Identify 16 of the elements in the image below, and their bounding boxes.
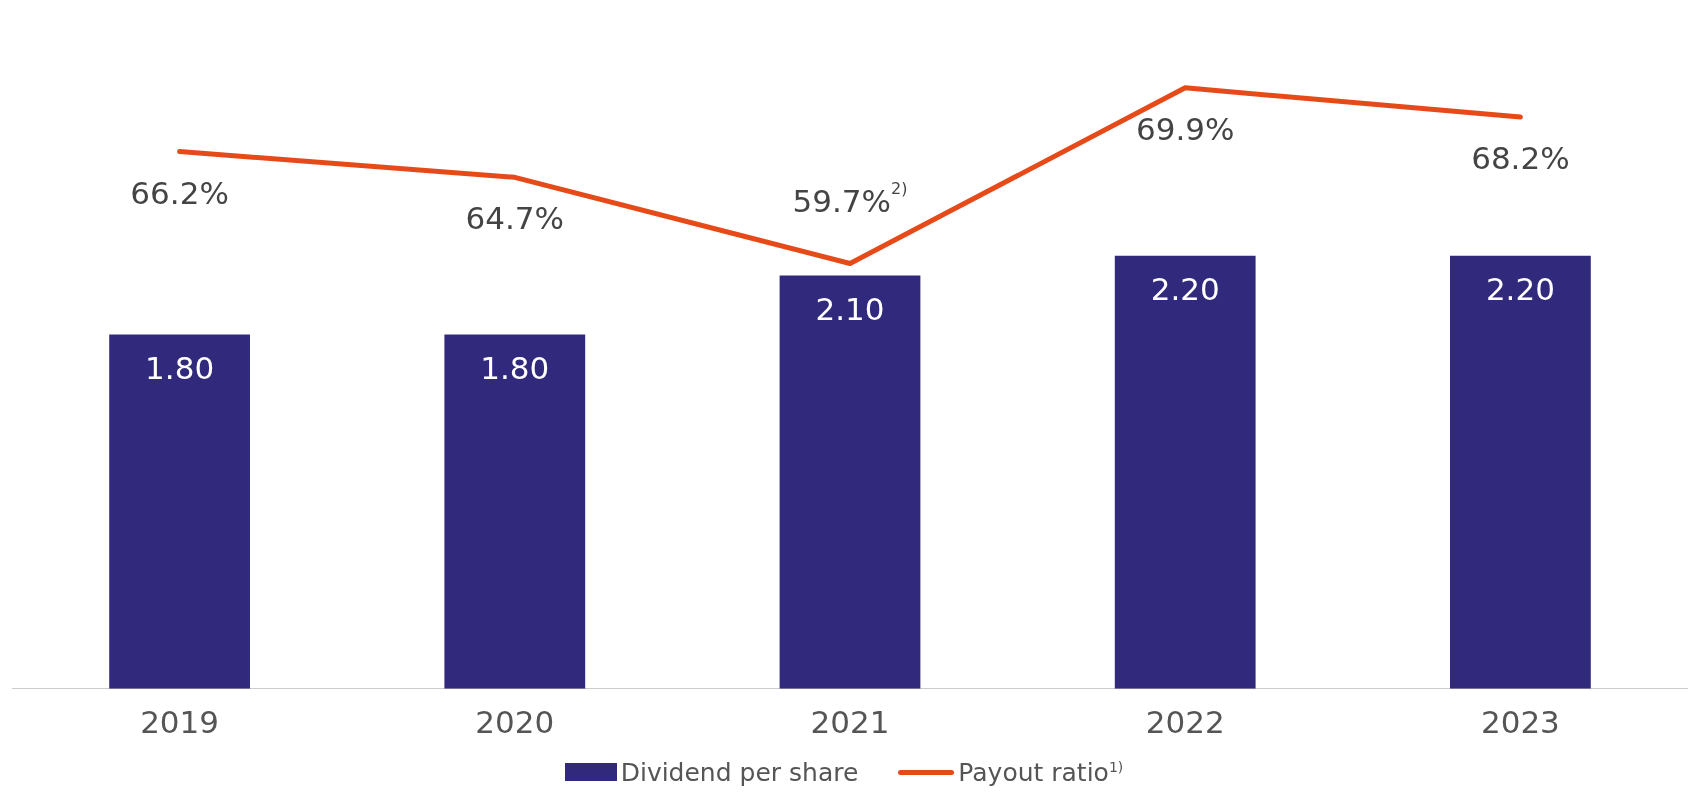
legend-label: Dividend per share <box>620 757 859 787</box>
x-tick-label: 2020 <box>475 704 555 741</box>
data-label: 1.80 <box>145 349 215 386</box>
data-label: 2.20 <box>1485 270 1555 307</box>
data-label: 64.7% <box>465 200 565 237</box>
x-tick-label: 2019 <box>140 704 220 741</box>
data-label: 69.9% <box>1135 110 1235 147</box>
x-tick-label: 2023 <box>1480 704 1560 741</box>
data-label: 2.10 <box>815 290 885 327</box>
legend-label: Payout ratio$^{1)}$ <box>958 757 1124 787</box>
x-tick-label: 2022 <box>1145 704 1225 741</box>
x-tick-label: 2021 <box>810 704 890 741</box>
data-label: 66.2% <box>130 174 229 211</box>
data-label: 2.20 <box>1150 270 1220 307</box>
data-label: 68.2% <box>1471 140 1570 177</box>
data-label: 1.80 <box>480 349 550 386</box>
